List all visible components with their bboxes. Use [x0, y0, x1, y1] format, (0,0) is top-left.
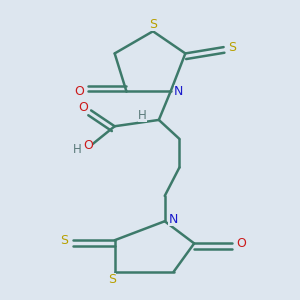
Text: N: N [168, 213, 178, 226]
Text: H: H [73, 142, 81, 156]
Text: S: S [228, 40, 236, 54]
Text: S: S [61, 234, 69, 247]
Text: N: N [174, 85, 184, 98]
Text: O: O [83, 139, 93, 152]
Text: S: S [149, 18, 157, 32]
Text: S: S [108, 273, 116, 286]
Text: O: O [236, 237, 246, 250]
Text: O: O [74, 85, 84, 98]
Text: H: H [138, 109, 147, 122]
Text: O: O [78, 101, 88, 114]
